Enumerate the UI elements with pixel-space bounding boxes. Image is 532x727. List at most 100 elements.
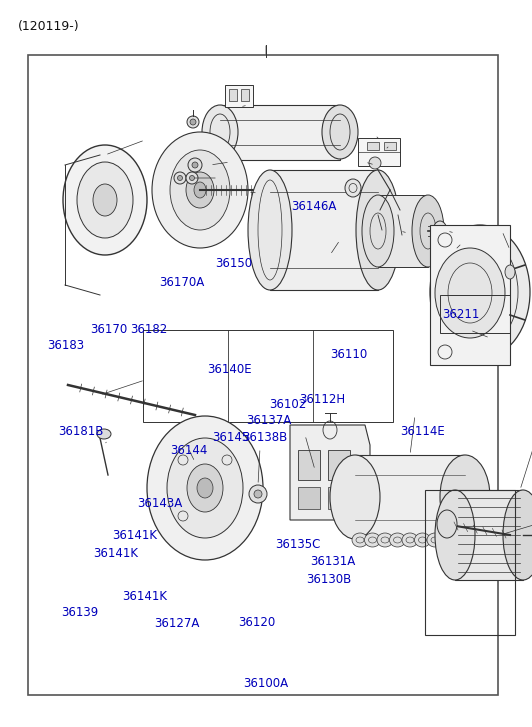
Bar [220,105,340,160]
Text: 36127A: 36127A [154,617,200,630]
Ellipse shape [435,248,505,338]
Bar [225,85,253,107]
Ellipse shape [152,132,248,248]
Ellipse shape [369,157,381,169]
Text: 36114E: 36114E [400,425,445,438]
Ellipse shape [186,172,214,208]
Bar [298,487,320,509]
Ellipse shape [352,533,368,547]
Ellipse shape [97,429,111,439]
Text: 36150: 36150 [215,257,253,270]
Text: 36131A: 36131A [310,555,355,568]
Text: 36183: 36183 [47,339,84,352]
Ellipse shape [433,221,447,241]
Ellipse shape [435,490,475,580]
Text: 36112H: 36112H [299,393,345,406]
Ellipse shape [362,195,394,267]
Ellipse shape [178,175,182,180]
Ellipse shape [460,264,500,320]
Ellipse shape [377,533,393,547]
Text: 36146A: 36146A [292,200,337,213]
Bar [425,490,515,635]
Ellipse shape [440,455,490,539]
Text: 36110: 36110 [330,348,367,361]
Text: 36138B: 36138B [242,431,287,444]
Ellipse shape [503,490,532,580]
Text: 36211: 36211 [443,308,480,321]
Ellipse shape [248,170,292,290]
Ellipse shape [402,533,418,547]
Text: 36143A: 36143A [137,497,182,510]
Bar [378,195,428,267]
Text: 36100A: 36100A [244,677,288,690]
Ellipse shape [356,170,400,290]
Ellipse shape [345,179,361,197]
Ellipse shape [189,175,195,180]
Text: 36181B: 36181B [59,425,104,438]
Ellipse shape [330,455,380,539]
Ellipse shape [249,485,267,503]
Bar [328,450,350,480]
Ellipse shape [430,225,530,359]
Text: 36102: 36102 [269,398,306,411]
Bar [355,455,465,540]
Ellipse shape [202,105,238,159]
Ellipse shape [190,119,196,125]
Text: 36182: 36182 [130,323,168,336]
Text: 36144: 36144 [170,444,207,457]
Ellipse shape [187,116,199,128]
Bar [384,142,396,150]
Ellipse shape [63,145,147,255]
Text: 36141K: 36141K [112,529,157,542]
Ellipse shape [412,195,444,267]
Ellipse shape [170,150,230,230]
Bar [143,330,393,422]
Ellipse shape [364,533,380,547]
Text: 36135C: 36135C [275,538,320,551]
Ellipse shape [194,182,206,198]
Ellipse shape [437,510,457,538]
Ellipse shape [167,438,243,538]
Ellipse shape [414,533,430,547]
Ellipse shape [437,227,443,235]
Bar [229,89,237,101]
Ellipse shape [254,490,262,498]
Ellipse shape [322,105,358,159]
Ellipse shape [439,533,455,547]
Text: 36170A: 36170A [160,276,205,289]
Ellipse shape [389,533,405,547]
Text: 36141K: 36141K [93,547,138,561]
Ellipse shape [147,416,263,560]
Bar [367,142,379,150]
Bar [455,490,523,580]
Text: 36170: 36170 [90,323,128,336]
Text: 36140E: 36140E [207,363,252,376]
Text: 36139: 36139 [61,606,98,619]
Bar [241,89,249,101]
Ellipse shape [192,162,198,168]
Bar [28,55,498,695]
Ellipse shape [197,478,213,498]
Bar [270,170,378,290]
Text: 36120: 36120 [238,616,276,629]
Ellipse shape [93,184,117,216]
Bar [358,138,400,166]
Ellipse shape [186,172,198,184]
Text: 36145: 36145 [212,431,249,444]
Text: 36141K: 36141K [122,590,168,603]
Text: (120119-): (120119-) [18,20,80,33]
Bar [328,487,350,509]
Polygon shape [290,425,370,520]
Ellipse shape [174,172,186,184]
Ellipse shape [452,533,468,547]
Bar [440,295,510,333]
Ellipse shape [497,226,507,236]
Ellipse shape [77,162,133,238]
Ellipse shape [188,158,202,172]
Text: 36130B: 36130B [306,573,351,586]
Text: 36137A: 36137A [246,414,291,427]
Bar [298,450,320,480]
Bar [430,225,510,365]
Ellipse shape [427,533,443,547]
Ellipse shape [187,464,223,512]
